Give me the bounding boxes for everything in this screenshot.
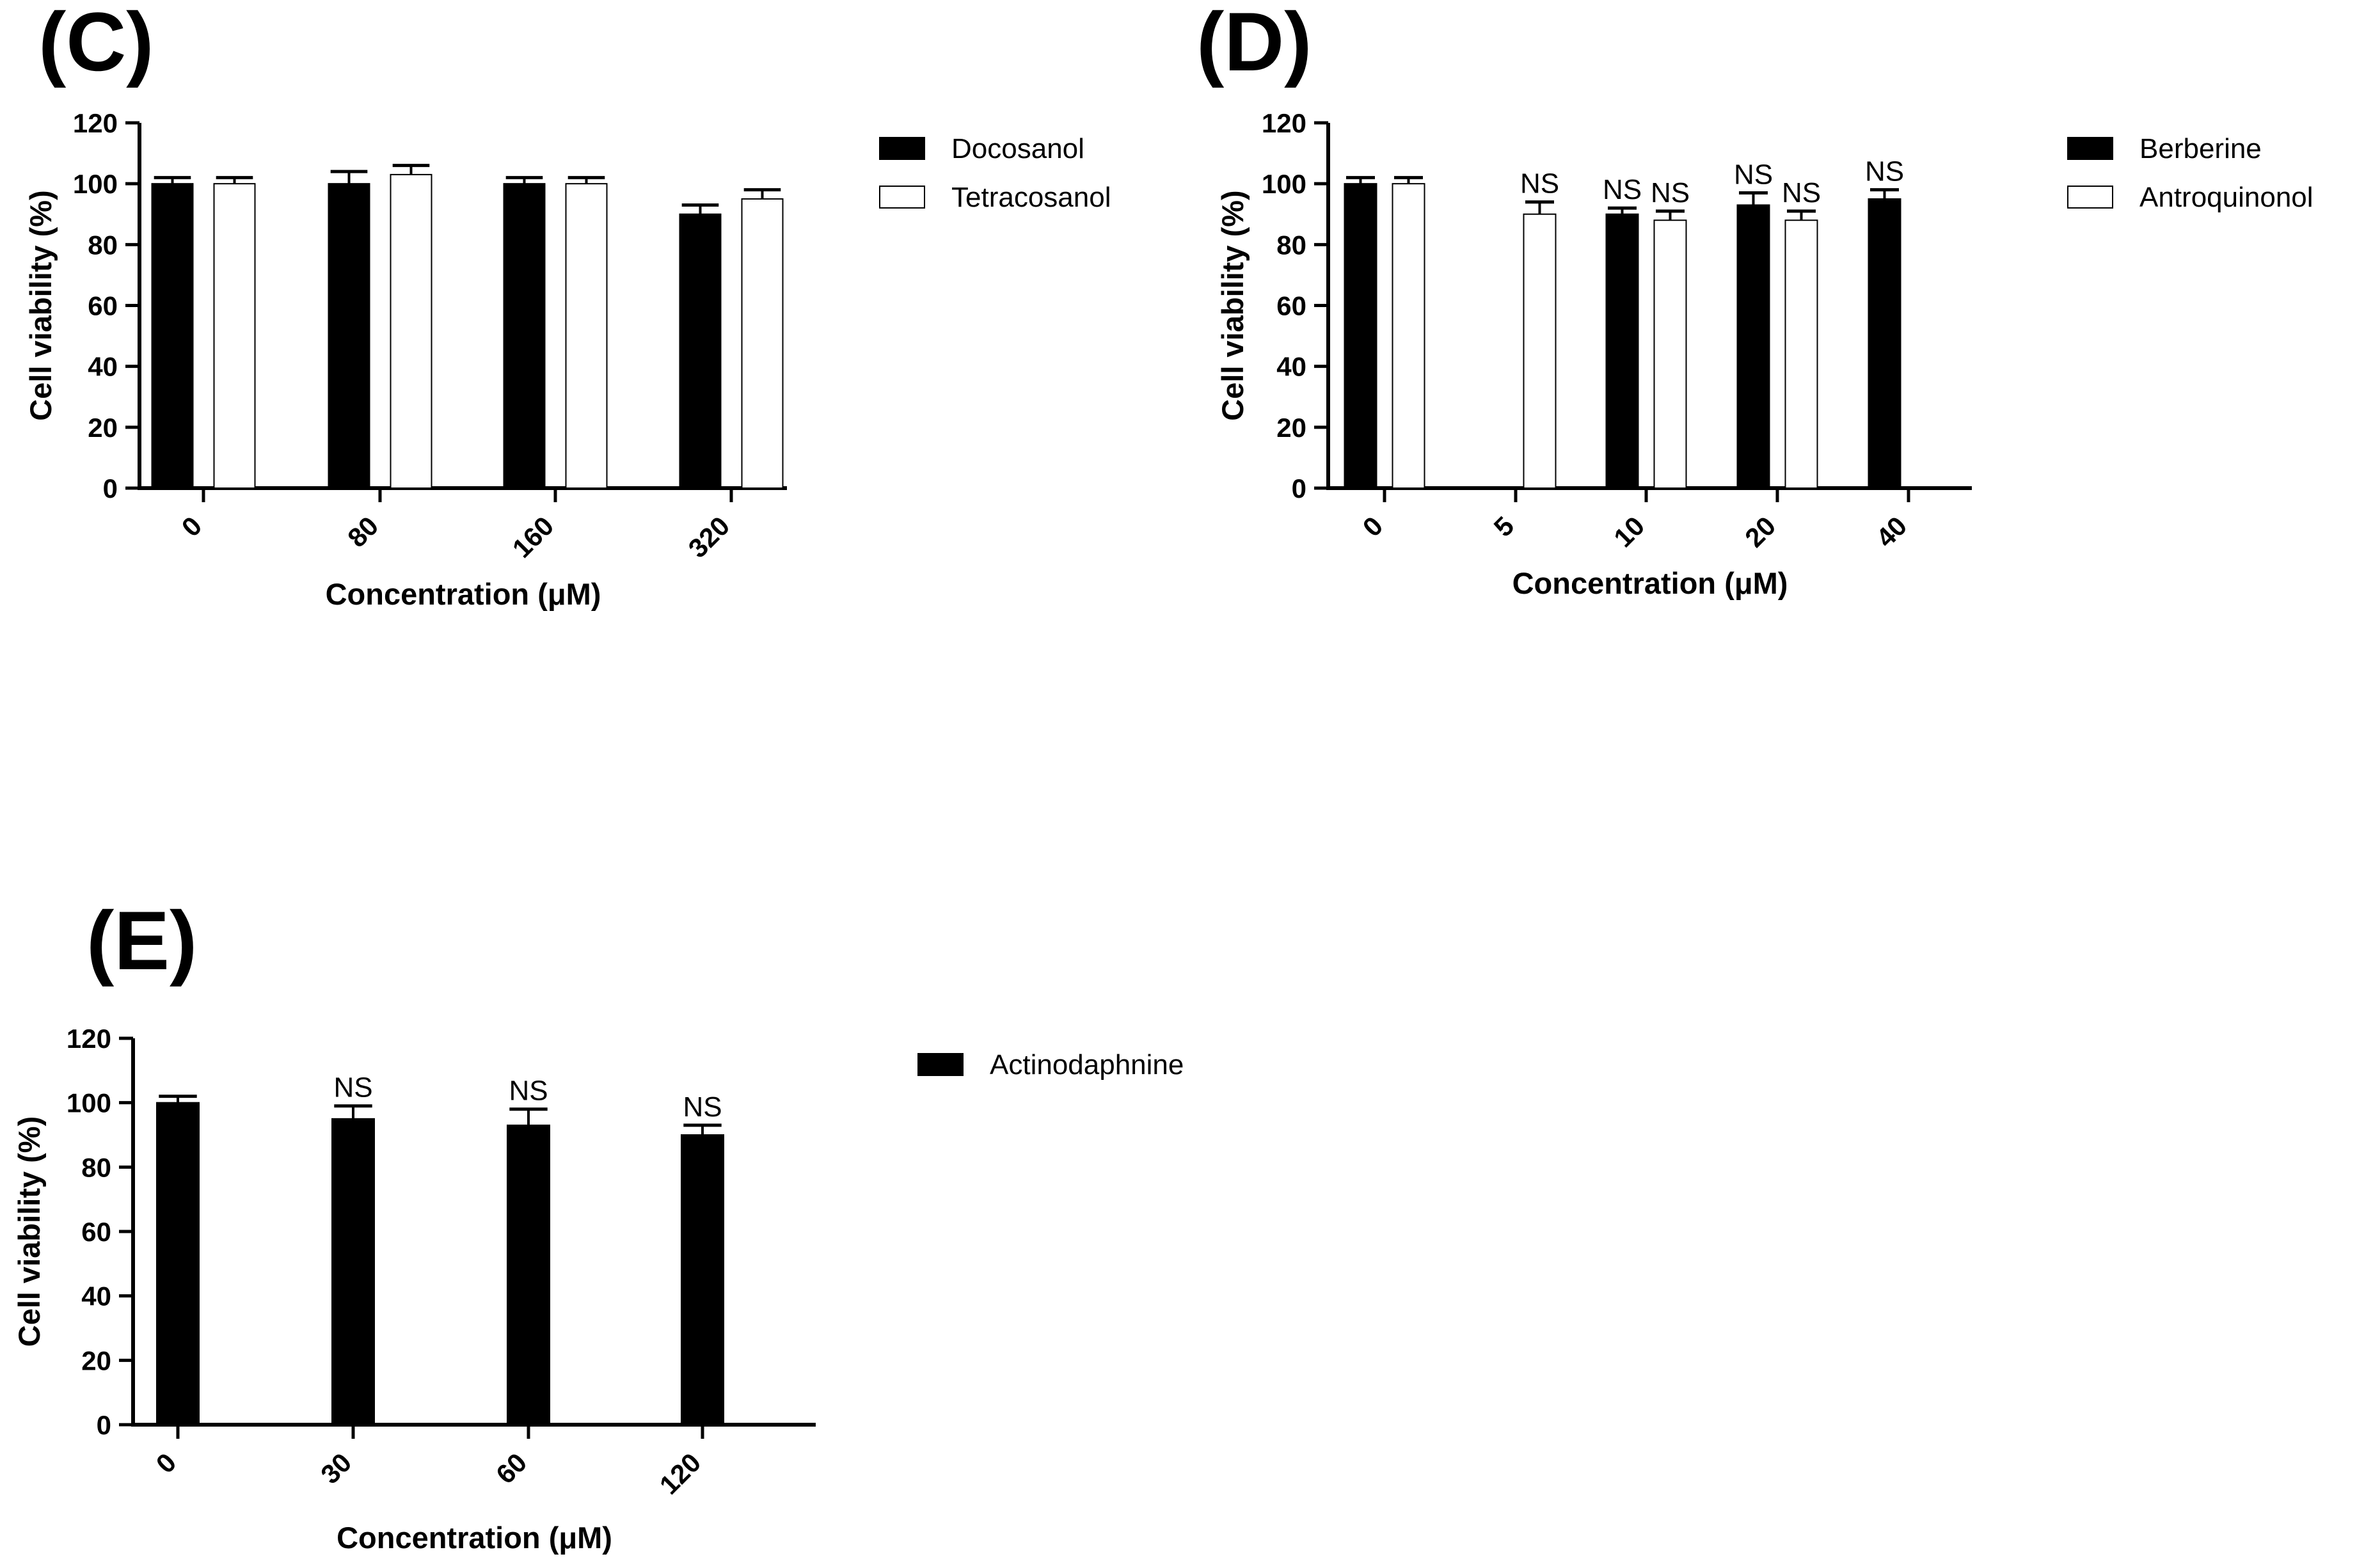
- bar: [1523, 213, 1557, 489]
- y-tick-label: 120: [1262, 108, 1306, 138]
- significance-label: NS: [1734, 159, 1773, 190]
- legend-label: Actinodaphnine: [990, 1049, 1184, 1081]
- bar: [213, 183, 256, 489]
- y-tick-label: 80: [1276, 230, 1306, 260]
- y-axis-title: Cell viability (%): [1216, 190, 1250, 420]
- y-tick-label: 20: [1276, 413, 1306, 443]
- legend-label: Berberine: [2139, 133, 2262, 164]
- y-tick-label: 20: [81, 1345, 111, 1375]
- x-tick-label: 160: [507, 511, 560, 564]
- y-axis-title: Cell viability (%): [12, 1116, 46, 1347]
- y-tick-label: 40: [88, 352, 118, 382]
- bar: [1784, 219, 1818, 489]
- bar: [1736, 204, 1770, 489]
- x-tick-label: 5: [1488, 511, 1520, 542]
- bar: [503, 183, 546, 489]
- bar: [156, 1102, 200, 1425]
- x-tick-label: 30: [315, 1447, 357, 1489]
- x-tick-label: 0: [176, 511, 208, 542]
- x-tick-label: 0: [1357, 511, 1389, 542]
- y-tick-label: 100: [67, 1088, 111, 1118]
- significance-label: NS: [1520, 168, 1559, 200]
- legend-swatch: [2067, 137, 2113, 160]
- significance-label: NS: [333, 1072, 372, 1104]
- significance-label: NS: [1865, 156, 1904, 187]
- y-tick-label: 20: [88, 413, 118, 443]
- x-tick-label: 40: [1870, 511, 1912, 553]
- legend-swatch: [879, 186, 925, 209]
- x-tick-label: 0: [150, 1447, 182, 1479]
- panel-label: (D): [1196, 0, 1312, 88]
- bar: [681, 1134, 724, 1425]
- bar: [331, 1118, 375, 1426]
- bar: [741, 198, 784, 489]
- significance-label: NS: [1782, 177, 1821, 209]
- legend-label: Antroquinonol: [2139, 182, 2313, 213]
- chart-panel: (E) 0 20 40 60 80 100 120 Cell viability (%) Conc…: [12, 894, 1184, 1555]
- legend-swatch: [917, 1053, 964, 1076]
- y-tick-label: 80: [81, 1152, 111, 1182]
- legend-swatch: [879, 137, 925, 160]
- x-axis-title: Concentration (μM): [337, 1521, 612, 1555]
- y-tick-label: 60: [1276, 291, 1306, 321]
- legend-label: Docosanol: [951, 133, 1084, 164]
- y-tick-label: 40: [1276, 352, 1306, 382]
- y-tick-label: 60: [81, 1217, 111, 1247]
- y-axis-title: Cell viability (%): [24, 190, 58, 420]
- y-tick-label: 0: [97, 1410, 111, 1440]
- y-tick-label: 120: [67, 1024, 111, 1054]
- x-axis-title: Concentration (μM): [1512, 566, 1788, 600]
- bar: [328, 183, 370, 489]
- significance-label: NS: [1651, 177, 1690, 209]
- x-tick-label: 20: [1739, 511, 1781, 553]
- x-axis-title: Concentration (μM): [326, 577, 601, 611]
- y-tick-label: 60: [88, 291, 118, 321]
- y-tick-label: 100: [1262, 169, 1306, 199]
- y-tick-label: 120: [73, 108, 118, 138]
- legend-label: Tetracosanol: [951, 182, 1111, 213]
- x-tick-label: 120: [654, 1447, 707, 1500]
- legend-swatch: [2067, 186, 2113, 209]
- y-tick-label: 40: [81, 1281, 111, 1311]
- bar: [390, 173, 433, 489]
- bar: [565, 183, 608, 489]
- bar: [1605, 213, 1639, 489]
- y-tick-label: 0: [1292, 473, 1306, 503]
- x-tick-label: 10: [1608, 511, 1650, 553]
- bar: [679, 213, 722, 489]
- x-tick-label: 80: [342, 511, 384, 553]
- bar: [1868, 198, 1901, 489]
- bar: [1653, 219, 1687, 489]
- significance-label: NS: [509, 1075, 548, 1107]
- significance-label: NS: [1603, 174, 1642, 205]
- panel-label: (E): [86, 894, 197, 987]
- x-tick-label: 320: [683, 511, 736, 564]
- bar: [507, 1124, 550, 1426]
- x-tick-label: 60: [490, 1447, 532, 1489]
- panel-label: (C): [38, 0, 154, 88]
- y-tick-label: 80: [88, 230, 118, 260]
- bar: [1392, 183, 1425, 489]
- y-tick-label: 100: [73, 169, 118, 199]
- y-tick-label: 0: [103, 473, 118, 503]
- chart-panel: (C) 0 20 40 60 80 100 120 Cell viability (%) Conc…: [24, 0, 1111, 611]
- bar: [151, 183, 194, 489]
- bar: [1344, 183, 1377, 489]
- significance-label: NS: [683, 1091, 722, 1123]
